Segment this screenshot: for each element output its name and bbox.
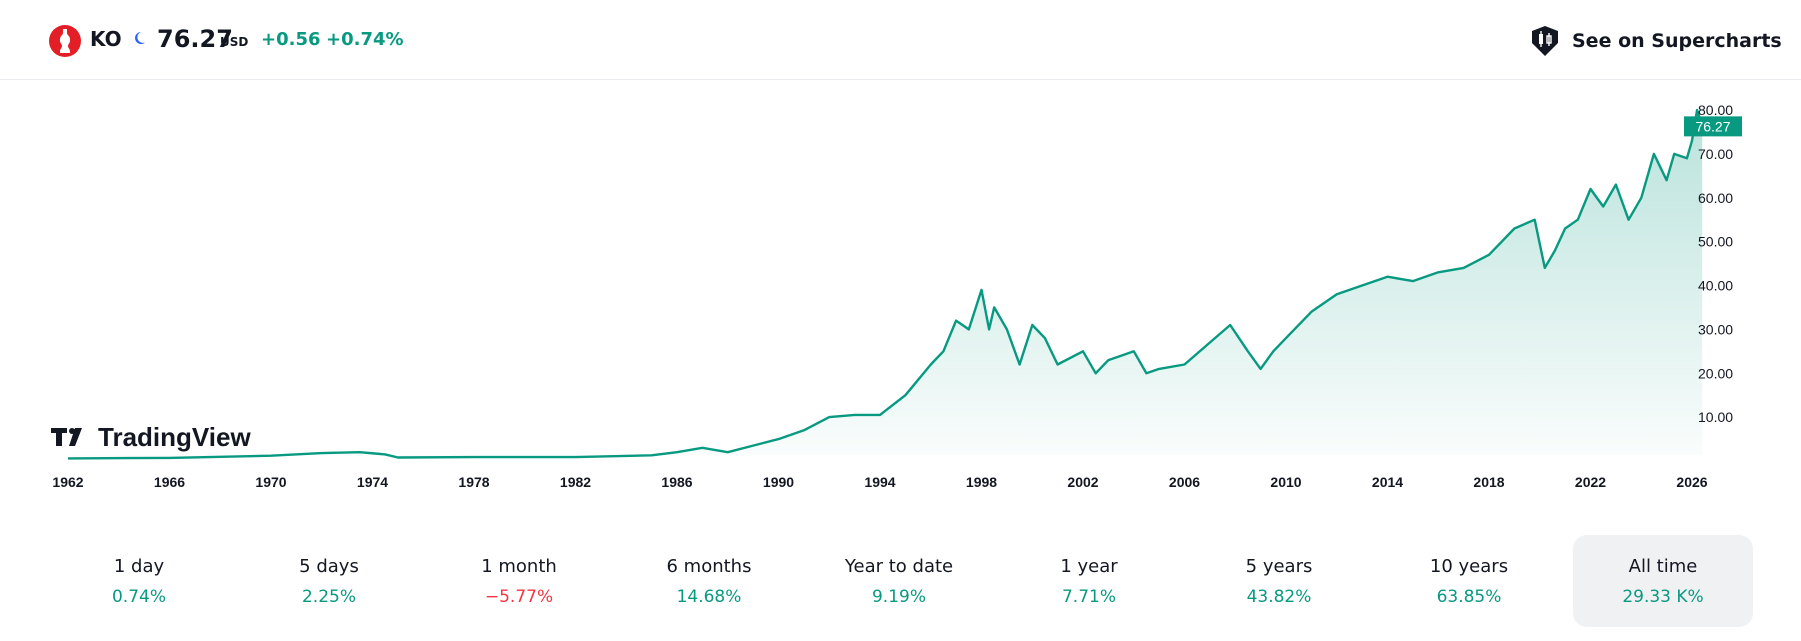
period-label: 1 day xyxy=(113,556,165,577)
period-10-years[interactable]: 10 years 63.85% xyxy=(1379,535,1559,627)
period-change-value: −5.77% xyxy=(484,587,554,607)
x-tick-label: 1990 xyxy=(763,474,794,490)
x-tick-label: 2010 xyxy=(1270,474,1301,490)
period-change-value: 14.68% xyxy=(676,587,742,607)
y-tick-label: 10.00 xyxy=(1698,409,1733,425)
period-change-value: 7.71% xyxy=(1061,587,1116,607)
period-5-days[interactable]: 5 days 2.25% xyxy=(239,535,419,627)
x-tick-label: 2018 xyxy=(1473,474,1504,490)
ticker-symbol[interactable]: KO xyxy=(90,27,122,51)
period-1-year[interactable]: 1 year 7.71% xyxy=(999,535,1179,627)
period-change-value: 43.82% xyxy=(1246,587,1312,607)
price-change-percent: +0.74% xyxy=(326,29,404,50)
last-price-badge xyxy=(1684,116,1742,137)
coca-cola-bottle-icon[interactable] xyxy=(49,25,81,57)
period-all-time[interactable]: All time 29.33 K% xyxy=(1573,535,1753,627)
period-label: 10 years xyxy=(1429,556,1509,577)
x-tick-label: 1970 xyxy=(255,474,286,490)
price-line xyxy=(67,108,1704,460)
supercharts-icon xyxy=(1532,26,1558,56)
price-chart[interactable]: 1962 1966 1970 1974 1978 1982 1986 1990 1994 1998… xyxy=(0,80,1801,500)
period-label: 5 years xyxy=(1245,556,1313,577)
y-tick-label: 80.00 xyxy=(1698,102,1733,118)
x-tick-label: 1998 xyxy=(966,474,997,490)
period-change-value: 0.74% xyxy=(111,587,166,607)
period-label: All time xyxy=(1628,556,1698,577)
x-tick-label: 1982 xyxy=(560,474,591,490)
price-area-fill xyxy=(68,110,1703,459)
performance-periods: 1 day 0.74% 5 days 2.25% 1 month −5.77% 6 mont… xyxy=(49,535,1753,627)
currency-label: USD xyxy=(220,35,249,49)
moon-icon xyxy=(135,32,145,44)
x-tick-label: 2014 xyxy=(1372,474,1403,490)
x-tick-label: 1966 xyxy=(154,474,185,490)
period-label: Year to date xyxy=(844,556,954,577)
period-year-to-date[interactable]: Year to date 9.19% xyxy=(809,535,989,627)
period-change-value: 2.25% xyxy=(301,587,356,607)
period-label: 6 months xyxy=(666,556,752,577)
x-tick-label: 1974 xyxy=(357,474,388,490)
price-change: +0.56 xyxy=(261,29,321,50)
period-label: 5 days xyxy=(299,556,359,577)
period-change-value: 29.33 K% xyxy=(1622,587,1704,607)
period-change-value: 9.19% xyxy=(871,587,926,607)
x-tick-label: 1962 xyxy=(52,474,83,490)
y-tick-label: 30.00 xyxy=(1698,321,1733,337)
y-tick-label: 40.00 xyxy=(1698,278,1733,294)
period-change-value: 63.85% xyxy=(1436,587,1502,607)
period-label: 1 month xyxy=(481,556,557,577)
x-tick-label: 2006 xyxy=(1169,474,1200,490)
x-tick-label: 1978 xyxy=(458,474,489,490)
tradingview-logo-icon xyxy=(51,428,82,446)
x-tick-label: 2022 xyxy=(1575,474,1606,490)
y-tick-label: 60.00 xyxy=(1698,190,1733,206)
see-on-supercharts-button[interactable]: See on Supercharts xyxy=(1528,24,1782,58)
see-on-supercharts-label: See on Supercharts xyxy=(1572,30,1782,52)
x-tick-label: 2026 xyxy=(1676,474,1707,490)
y-tick-label: 20.00 xyxy=(1698,365,1733,381)
last-price: 76.27 xyxy=(157,25,233,53)
period-5-years[interactable]: 5 years 43.82% xyxy=(1189,535,1369,627)
tradingview-wordmark: TradingView xyxy=(98,422,251,452)
y-tick-label: 70.00 xyxy=(1698,146,1733,162)
period-1-month[interactable]: 1 month −5.77% xyxy=(429,535,609,627)
x-tick-label: 2002 xyxy=(1067,474,1098,490)
period-6-months[interactable]: 6 months 14.68% xyxy=(619,535,799,627)
x-tick-label: 1986 xyxy=(661,474,692,490)
period-1-day[interactable]: 1 day 0.74% xyxy=(49,535,229,627)
x-tick-label: 1994 xyxy=(864,474,895,490)
y-tick-label: 50.00 xyxy=(1698,234,1733,250)
symbol-header: KO 76.27 USD +0.56 +0.74% See on Superch… xyxy=(0,0,1801,80)
last-price-badge-label: 76.27 xyxy=(1695,118,1730,134)
period-label: 1 year xyxy=(1060,556,1118,577)
tradingview-watermark: TradingView xyxy=(51,422,251,452)
